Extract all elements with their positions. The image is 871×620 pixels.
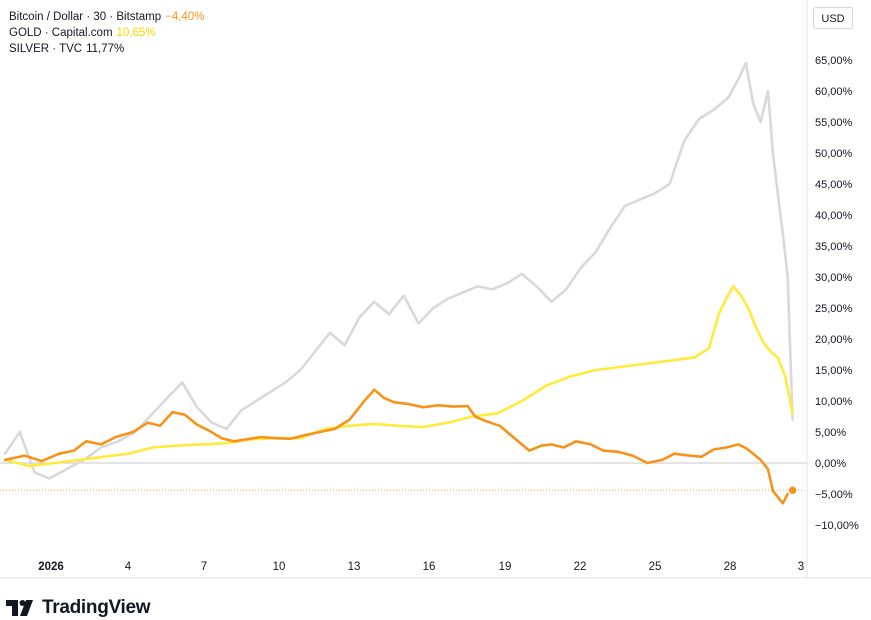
series-line-bitcoin bbox=[3, 388, 794, 505]
series-line-gold bbox=[3, 285, 794, 468]
y-tick-label: 50,00% bbox=[815, 148, 853, 160]
y-tick-label: 35,00% bbox=[815, 241, 853, 253]
y-tick-label: −10,00% bbox=[815, 520, 859, 532]
y-tick-label: 15,00% bbox=[815, 365, 853, 377]
brand-name: TradingView bbox=[42, 597, 151, 618]
x-tick-label: 22 bbox=[574, 561, 587, 573]
legend-change-silver: 11,77% bbox=[86, 43, 125, 55]
y-tick-label: 10,00% bbox=[815, 396, 853, 408]
tradingview-logo-icon bbox=[6, 600, 33, 616]
y-tick-label: 55,00% bbox=[815, 117, 853, 129]
y-tick-label: −5,00% bbox=[815, 489, 853, 501]
legend-change-gold: 10,65% bbox=[116, 27, 156, 39]
x-tick-label: 16 bbox=[423, 561, 436, 573]
x-tick-label: 13 bbox=[348, 561, 361, 573]
x-tick-label: 19 bbox=[499, 561, 512, 573]
x-tick-label: 28 bbox=[724, 561, 737, 573]
brand-logo[interactable]: TradingView bbox=[6, 596, 151, 620]
y-tick-label: 25,00% bbox=[815, 303, 853, 315]
legend: Bitcoin / Dollar · 30 · Bitstamp −4,40% G… bbox=[9, 9, 204, 57]
y-tick-label: 45,00% bbox=[815, 179, 853, 191]
y-tick-label: 0,00% bbox=[815, 458, 846, 470]
x-tick-label: 4 bbox=[125, 561, 132, 573]
y-tick-label: 30,00% bbox=[815, 272, 853, 284]
legend-name-gold: GOLD · Capital.com bbox=[9, 27, 113, 39]
legend-row-gold[interactable]: GOLD · Capital.com 10,65% bbox=[9, 25, 204, 41]
legend-row-bitcoin[interactable]: Bitcoin / Dollar · 30 · Bitstamp −4,40% bbox=[9, 9, 204, 25]
x-tick-label: 10 bbox=[273, 561, 286, 573]
y-tick-label: 60,00% bbox=[815, 86, 853, 98]
y-tick-label: 65,00% bbox=[815, 55, 853, 67]
legend-name-bitcoin: Bitcoin / Dollar · 30 · Bitstamp bbox=[9, 11, 162, 23]
y-axis[interactable]: 65,00% 60,00% 55,00% 50,00% 45,00% 40,00% 35,0… bbox=[815, 55, 859, 532]
series-end-marker-bitcoin bbox=[787, 485, 798, 496]
y-tick-label: 40,00% bbox=[815, 210, 853, 222]
series-layer bbox=[3, 61, 798, 505]
series-line-silver bbox=[3, 61, 794, 480]
legend-change-bitcoin: −4,40% bbox=[165, 11, 205, 23]
x-tick-label: 2026 bbox=[38, 561, 64, 573]
plot-frame bbox=[0, 0, 871, 579]
x-axis[interactable]: 2026 4 7 10 13 16 19 22 25 28 3 bbox=[38, 561, 804, 573]
x-tick-label: 7 bbox=[201, 561, 207, 573]
legend-name-silver: SILVER · TVC bbox=[9, 43, 83, 55]
y-tick-label: 20,00% bbox=[815, 334, 853, 346]
x-tick-label: 25 bbox=[649, 561, 662, 573]
y-tick-label: 5,00% bbox=[815, 427, 846, 439]
x-tick-label: 3 bbox=[798, 561, 804, 573]
legend-row-silver[interactable]: SILVER · TVC 11,77% bbox=[9, 41, 204, 57]
currency-button[interactable]: USD bbox=[813, 7, 853, 29]
